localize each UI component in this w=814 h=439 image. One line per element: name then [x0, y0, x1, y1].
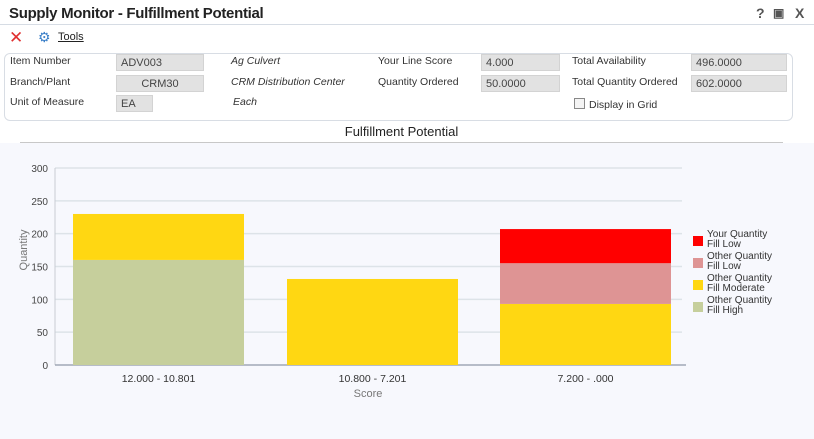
title-bar: Supply Monitor - Fulfillment Potential ?… [0, 0, 814, 25]
legend-swatch [693, 236, 703, 246]
legend-label-line2: Fill Low [707, 261, 742, 272]
legend-label-line1: Other Quantity [707, 251, 772, 262]
branch-plant-field: CRM30 [116, 75, 204, 92]
close-icon[interactable]: ✕ [9, 28, 24, 47]
display-in-grid-checkbox[interactable] [574, 98, 585, 109]
legend-label-line2: Fill Low [707, 239, 742, 250]
chart-title-divider [20, 142, 783, 143]
y-tick-label: 0 [42, 361, 48, 372]
legend-swatch [693, 302, 703, 312]
maximize-icon[interactable]: ▣ [773, 6, 785, 20]
y-tick-label: 50 [37, 328, 49, 339]
window-title: Supply Monitor - Fulfillment Potential [9, 5, 264, 22]
chart-title: Fulfillment Potential [344, 124, 459, 139]
x-axis-label: Score [354, 388, 383, 400]
bar-segment [287, 278, 458, 365]
toolbar: ✕ ⚙ Tools [0, 26, 814, 50]
uom-label: Unit of Measure [10, 96, 85, 108]
tools-button[interactable]: Tools [58, 31, 84, 43]
line-score-label: Your Line Score [378, 55, 453, 67]
y-axis-label: Quantity [18, 229, 30, 270]
close-window-icon[interactable]: X [795, 5, 805, 21]
bar-segment [500, 263, 671, 304]
gear-icon[interactable]: ⚙ [38, 29, 51, 45]
legend-swatch [693, 258, 703, 268]
total-quantity-ordered-field: 602.0000 [691, 75, 787, 92]
item-description: Ag Culvert [231, 55, 281, 67]
branch-description: CRM Distribution Center [231, 76, 345, 88]
legend-label-line1: Other Quantity [707, 273, 772, 284]
legend-label-line1: Other Quantity [707, 295, 772, 306]
total-availability-field: 496.0000 [691, 54, 787, 71]
y-tick-label: 150 [31, 263, 48, 274]
tools-label: Tools [58, 31, 84, 43]
y-tick-label: 300 [31, 164, 48, 175]
legend-label-line1: Your Quantity [707, 229, 767, 240]
help-icon[interactable]: ? [756, 5, 765, 21]
y-tick-label: 100 [31, 295, 48, 306]
display-in-grid-label[interactable]: Display in Grid [589, 99, 658, 111]
uom-field: EA [116, 95, 153, 112]
item-number-field: ADV003 [116, 54, 204, 71]
item-number-label: Item Number [10, 55, 71, 67]
branch-plant-label: Branch/Plant [10, 76, 71, 88]
total-quantity-ordered-label: Total Quantity Ordered [572, 76, 678, 88]
bar-segment [500, 303, 671, 365]
bar-segment [73, 259, 244, 365]
x-tick-label: 7.200 - .000 [557, 373, 613, 385]
quantity-ordered-label: Quantity Ordered [378, 76, 459, 88]
legend-swatch [693, 280, 703, 290]
bar-segment [73, 213, 244, 260]
x-tick-label: 10.800 - 7.201 [339, 373, 407, 385]
total-availability-label: Total Availability [572, 55, 646, 67]
y-tick-label: 200 [31, 230, 48, 241]
legend-label-line2: Fill High [707, 305, 743, 316]
uom-description: Each [233, 96, 257, 108]
y-tick-label: 250 [31, 197, 48, 208]
bar-segment [500, 229, 671, 264]
legend-label-line2: Fill Moderate [707, 283, 765, 294]
line-score-field: 4.000 [481, 54, 560, 71]
x-tick-label: 12.000 - 10.801 [122, 373, 196, 385]
quantity-ordered-field: 50.0000 [481, 75, 560, 92]
